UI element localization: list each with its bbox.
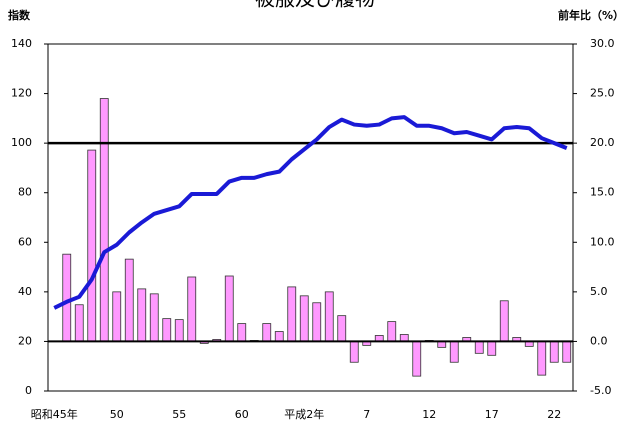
bar [449, 341, 459, 363]
bar [287, 286, 297, 342]
x-tick-label: 12 [422, 408, 436, 421]
x-tick-label: 55 [172, 408, 186, 421]
y2-axis-label: 前年比（%） [558, 8, 624, 22]
bar [74, 304, 84, 342]
line [53, 115, 568, 310]
x-tick-label: 50 [110, 408, 124, 421]
bar [87, 149, 97, 342]
bar [237, 323, 247, 342]
bar [537, 341, 547, 376]
x-tick-label: 60 [235, 408, 249, 421]
y2-tick-label: 10.0 [590, 235, 615, 248]
bar [562, 341, 572, 363]
bar [149, 293, 159, 342]
bar [224, 275, 234, 342]
y-tick-label: 120 [11, 87, 32, 100]
bar [349, 341, 359, 363]
bar [99, 98, 109, 342]
bar [137, 288, 147, 342]
plot-frame [47, 43, 574, 392]
y2-tick-label: 30.0 [590, 37, 615, 50]
y-axis-label: 指数 [8, 8, 31, 22]
bar [112, 291, 122, 342]
bar [187, 276, 197, 342]
y-tick-label: 80 [18, 186, 32, 199]
bar [387, 321, 397, 342]
bar [399, 334, 409, 342]
y-tick-label: 0 [25, 384, 32, 397]
bar [62, 253, 72, 342]
y2-tick-label: -5.0 [590, 384, 611, 397]
y-tick-label: 140 [11, 37, 32, 50]
y2-tick-label: 0.0 [590, 334, 608, 347]
bar [324, 291, 334, 342]
y2-tick-label: 5.0 [590, 285, 608, 298]
bar [337, 315, 347, 342]
bar [162, 318, 172, 342]
x-tick-label: 7 [363, 408, 370, 421]
x-tick-label: 22 [547, 408, 561, 421]
y-tick-label: 20 [18, 334, 32, 347]
y2-tick-label: 25.0 [590, 87, 615, 100]
y-tick-label: 40 [18, 285, 32, 298]
bar [274, 331, 284, 342]
bar [487, 341, 497, 356]
bar [262, 323, 272, 342]
bar [549, 341, 559, 363]
x-tick-label: 昭和45年 [31, 407, 78, 421]
y-tick-label: 100 [11, 136, 32, 149]
bar [474, 341, 484, 354]
bar [412, 341, 422, 377]
y-tick-label: 60 [18, 235, 32, 248]
bar [312, 302, 322, 342]
bar [299, 295, 309, 342]
x-tick-label: 平成2年 [284, 407, 324, 421]
x-tick-label: 17 [485, 408, 499, 421]
bar [174, 319, 184, 342]
y2-tick-label: 20.0 [590, 136, 615, 149]
y2-tick-label: 15.0 [590, 186, 615, 199]
bar [499, 300, 509, 342]
bar [124, 258, 134, 342]
chart-title: 被服及び履物 [255, 0, 375, 11]
